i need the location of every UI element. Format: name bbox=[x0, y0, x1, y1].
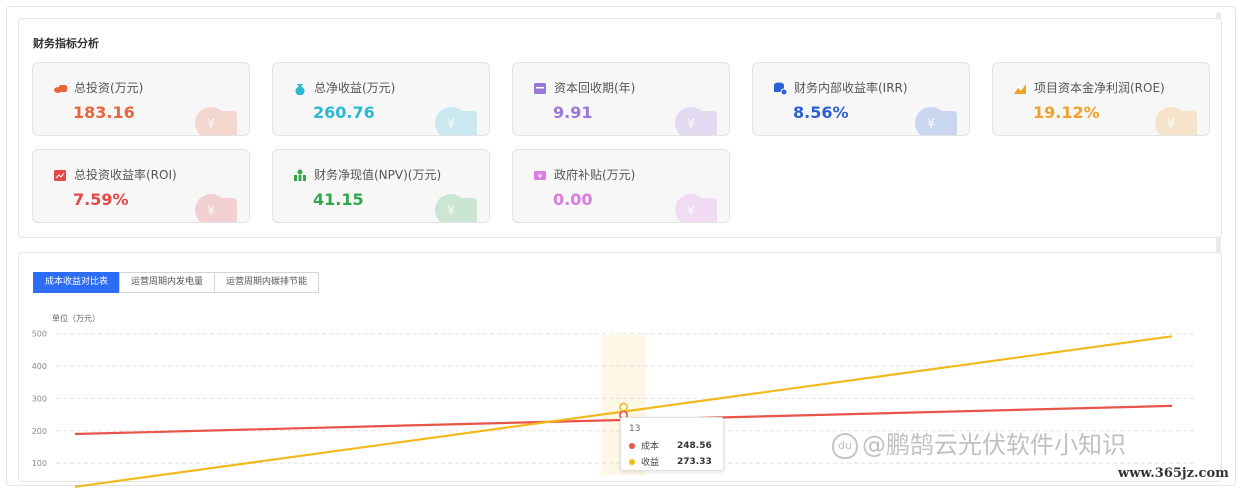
watermark: du @鹏鹄云光伏软件小知识 bbox=[832, 425, 1126, 460]
subsidy-ticket-icon: ¥ bbox=[533, 167, 547, 181]
indicator-card: 总投资(万元) 183.16 ¥ bbox=[32, 62, 250, 136]
card-decoration-icon: ¥ bbox=[669, 97, 719, 135]
indicator-card: 总净收益(万元) 260.76 ¥ bbox=[272, 62, 490, 136]
site-watermark: www.365jz.com bbox=[1118, 466, 1229, 481]
calendar-icon bbox=[533, 80, 547, 94]
indicator-card: 项目资本金净利润(ROE) 19.12% ¥ bbox=[992, 62, 1210, 136]
card-decoration-icon: ¥ bbox=[1149, 97, 1199, 135]
indicator-label: 总净收益(万元) bbox=[314, 81, 396, 95]
coins-icon bbox=[53, 80, 67, 94]
svg-text:¥: ¥ bbox=[687, 117, 695, 132]
svg-text:¥: ¥ bbox=[538, 173, 543, 181]
indicator-card: ¥ 政府补贴(万元) 0.00 ¥ bbox=[512, 149, 730, 223]
revenue-dot-icon bbox=[629, 458, 635, 465]
svg-text:¥: ¥ bbox=[687, 204, 695, 219]
y-tick-label: 200 bbox=[32, 427, 47, 436]
tooltip-title: 13 bbox=[629, 424, 641, 434]
y-tick-label: 400 bbox=[32, 362, 47, 371]
tab-carbon-saving[interactable]: 运营周期内碳排节能 bbox=[214, 272, 320, 293]
indicator-label: 资本回收期(年) bbox=[554, 81, 636, 95]
chart-tabs: 成本收益对比表 运营周期内发电量 运营周期内碳排节能 bbox=[33, 272, 320, 293]
indicator-label: 总投资收益率(ROI) bbox=[74, 168, 177, 182]
indicator-value: 19.12% bbox=[1033, 103, 1100, 122]
indicator-card: 总投资收益率(ROI) 7.59% ¥ bbox=[32, 149, 250, 223]
svg-text:¥: ¥ bbox=[207, 117, 215, 132]
tooltip-value: 248.56 bbox=[677, 440, 712, 451]
tooltip-row-cost: 成本 248.56 bbox=[629, 439, 712, 452]
svg-text:¥: ¥ bbox=[447, 204, 455, 219]
card-decoration-icon: ¥ bbox=[909, 97, 959, 135]
roi-chart-icon bbox=[53, 167, 67, 181]
indicator-value: 8.56% bbox=[793, 103, 849, 122]
svg-text:¥: ¥ bbox=[1167, 117, 1175, 132]
y-tick-label: 300 bbox=[32, 394, 47, 403]
indicator-value: 7.59% bbox=[73, 190, 129, 209]
highlight-point bbox=[619, 402, 628, 412]
tooltip-name: 成本 bbox=[641, 442, 660, 452]
y-tick-label: 500 bbox=[32, 330, 47, 339]
money-stack-icon bbox=[293, 167, 307, 181]
card-decoration-icon: ¥ bbox=[189, 184, 239, 222]
y-axis-label: 单位（万元） bbox=[52, 313, 100, 323]
indicator-label: 项目资本金净利润(ROE) bbox=[1034, 81, 1165, 95]
card-decoration-icon: ¥ bbox=[429, 184, 479, 222]
tooltip-name: 收益 bbox=[641, 458, 660, 468]
svg-text:¥: ¥ bbox=[927, 117, 935, 132]
panel-title: 财务指标分析 bbox=[33, 37, 99, 50]
svg-text:¥: ¥ bbox=[207, 204, 215, 219]
indicator-label: 财务内部收益率(IRR) bbox=[794, 81, 908, 95]
growth-chart-icon bbox=[1013, 80, 1027, 94]
indicator-value: 260.76 bbox=[313, 103, 375, 122]
cost-dot-icon bbox=[629, 442, 635, 449]
indicator-value: 183.16 bbox=[73, 103, 135, 122]
indicator-card: 财务净现值(NPV)(万元) 41.15 ¥ bbox=[272, 149, 490, 223]
card-decoration-icon: ¥ bbox=[189, 97, 239, 135]
tooltip-value: 273.33 bbox=[677, 456, 712, 467]
indicator-card: 财务内部收益率(IRR) 8.56% ¥ bbox=[752, 62, 970, 136]
svg-text:¥: ¥ bbox=[447, 117, 455, 132]
database-percent-icon bbox=[773, 80, 788, 96]
y-tick-label: 100 bbox=[32, 459, 47, 468]
money-bag-icon bbox=[293, 80, 307, 96]
indicator-value: 41.15 bbox=[313, 190, 364, 209]
tooltip-row-revenue: 收益 273.33 bbox=[629, 455, 712, 468]
indicator-label: 总投资(万元) bbox=[74, 81, 144, 95]
indicator-value: 9.91 bbox=[553, 103, 593, 122]
indicator-label: 财务净现值(NPV)(万元) bbox=[314, 168, 442, 182]
baidu-paw-icon: du bbox=[832, 433, 858, 459]
watermark-text: @鹏鹄云光伏软件小知识 bbox=[862, 431, 1126, 459]
chart-tooltip: 13 成本 248.56 收益 273.33 bbox=[620, 417, 724, 471]
indicator-value: 0.00 bbox=[553, 190, 593, 209]
card-decoration-icon: ¥ bbox=[429, 97, 479, 135]
card-decoration-icon: ¥ bbox=[669, 184, 719, 222]
indicator-label: 政府补贴(万元) bbox=[554, 168, 636, 182]
indicator-card: 资本回收期(年) 9.91 ¥ bbox=[512, 62, 730, 136]
